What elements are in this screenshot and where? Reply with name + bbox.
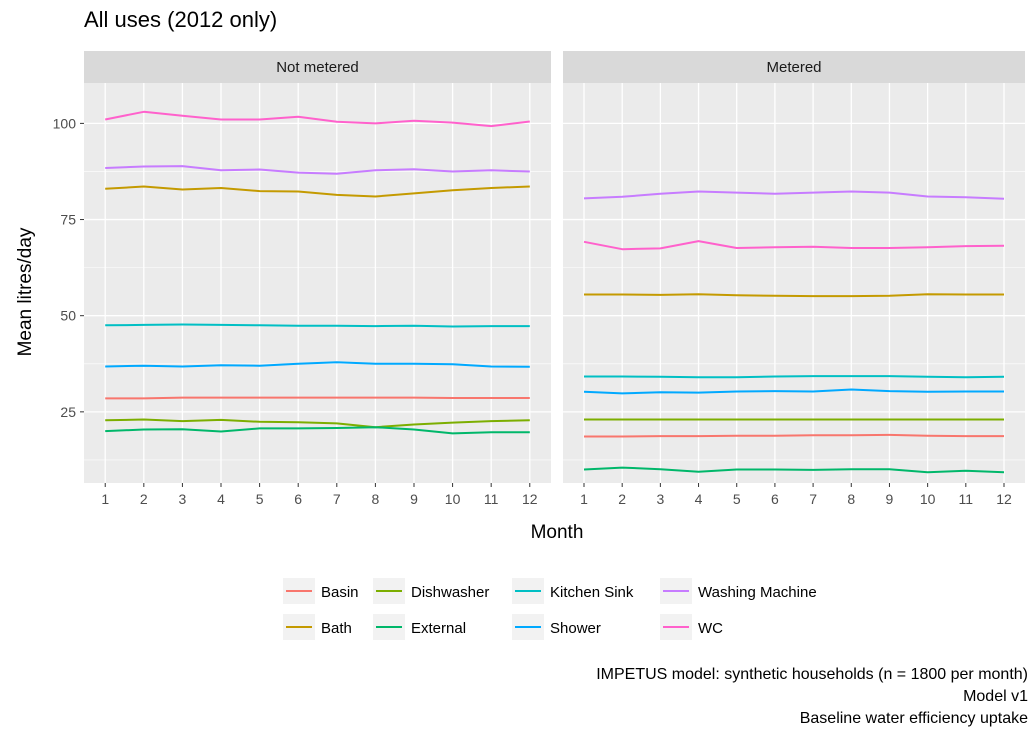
caption-line: IMPETUS model: synthetic households (n =… [596, 666, 1028, 683]
x-tick-label: 9 [410, 491, 418, 507]
x-tick-label: 9 [886, 491, 894, 507]
legend-item-bath: Bath [283, 614, 352, 640]
x-tick-label: 3 [179, 491, 187, 507]
legend-label: External [411, 620, 466, 637]
x-tick-label: 11 [959, 491, 974, 507]
legend-label: Bath [321, 620, 352, 637]
legend-item-dishwasher: Dishwasher [373, 578, 489, 604]
x-tick-label: 10 [445, 491, 461, 507]
x-tick-label: 10 [920, 491, 936, 507]
x-tick-label: 6 [294, 491, 302, 507]
legend-item-basin: Basin [283, 578, 359, 604]
x-tick-label: 12 [996, 491, 1012, 507]
facet-label: Metered [766, 59, 821, 76]
legend-item-kitchen-sink: Kitchen Sink [512, 578, 634, 604]
x-tick-label: 2 [140, 491, 148, 507]
x-tick-label: 11 [484, 491, 499, 507]
x-tick-label: 5 [733, 491, 741, 507]
legend-label: Kitchen Sink [550, 584, 634, 601]
plot-background [563, 83, 1025, 483]
y-tick-label: 100 [53, 115, 77, 131]
legend-item-external: External [373, 614, 466, 640]
x-tick-label: 8 [371, 491, 379, 507]
x-tick-label: 7 [809, 491, 817, 507]
x-tick-label: 3 [656, 491, 664, 507]
series-line-basin [105, 398, 530, 399]
facet-label: Not metered [276, 59, 359, 76]
chart-title: All uses (2012 only) [84, 7, 277, 32]
y-tick-label: 75 [60, 212, 76, 228]
caption-line: Baseline water efficiency uptake [800, 710, 1028, 727]
x-tick-label: 7 [333, 491, 341, 507]
legend-item-washing-machine: Washing Machine [660, 578, 817, 604]
legend-item-shower: Shower [512, 614, 601, 640]
x-tick-label: 4 [695, 491, 703, 507]
legend-label: WC [698, 620, 723, 637]
caption-line: Model v1 [963, 688, 1028, 705]
x-tick-label: 8 [847, 491, 855, 507]
caption: IMPETUS model: synthetic households (n =… [596, 666, 1028, 727]
x-tick-label: 2 [618, 491, 626, 507]
x-tick-label: 6 [771, 491, 779, 507]
x-tick-label: 1 [580, 491, 588, 507]
x-tick-label: 5 [256, 491, 264, 507]
legend-label: Washing Machine [698, 584, 817, 601]
x-axis-title: Month [531, 522, 584, 543]
legend-label: Basin [321, 584, 359, 601]
y-tick-label: 50 [60, 308, 76, 324]
legend: Basin Dishwasher Kitchen Sink Washing Machi… [283, 578, 817, 640]
legend-item-wc: WC [660, 614, 723, 640]
legend-label: Shower [550, 620, 601, 637]
y-tick-label: 25 [60, 404, 76, 420]
legend-label: Dishwasher [411, 584, 489, 601]
x-tick-label: 1 [101, 491, 109, 507]
y-axis-title: Mean litres/day [15, 227, 36, 356]
x-tick-label: 12 [522, 491, 538, 507]
series-line-kitchen-sink [584, 376, 1004, 377]
x-tick-label: 4 [217, 491, 225, 507]
